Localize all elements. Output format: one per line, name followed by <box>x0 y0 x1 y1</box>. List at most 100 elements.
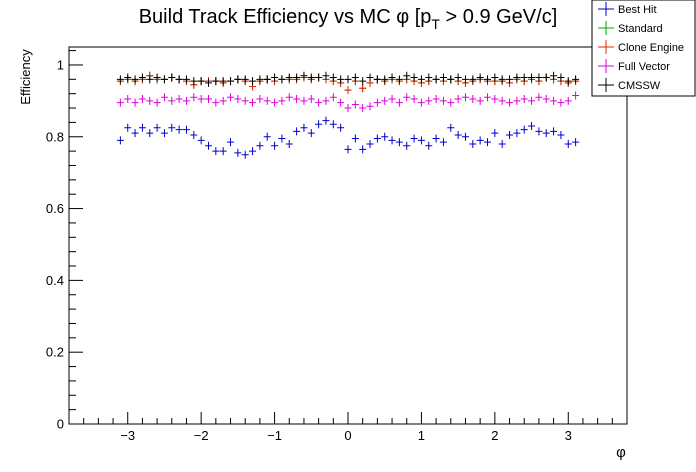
data-point <box>249 147 257 156</box>
legend-label: Standard <box>618 23 663 35</box>
x-axis-label: φ <box>616 444 626 461</box>
x-tick-label: 3 <box>565 428 572 443</box>
data-point <box>513 73 521 82</box>
data-point <box>491 129 499 138</box>
legend-label: Best Hit <box>618 4 657 16</box>
data-point <box>410 95 418 104</box>
data-point <box>234 95 242 104</box>
data-point <box>197 77 205 86</box>
data-point <box>160 129 168 138</box>
data-point <box>447 123 455 132</box>
data-point <box>351 100 359 109</box>
data-point <box>116 75 124 84</box>
data-point <box>197 95 205 104</box>
data-point <box>307 129 315 138</box>
data-point <box>315 98 323 107</box>
data-point <box>395 98 403 107</box>
data-point <box>439 138 447 147</box>
data-point <box>506 130 514 139</box>
data-point <box>506 75 514 84</box>
data-point <box>528 73 536 82</box>
data-point <box>432 75 440 84</box>
data-point <box>300 96 308 105</box>
series-layer <box>116 71 580 159</box>
legend-label: Clone Engine <box>618 42 684 54</box>
data-point <box>227 138 235 147</box>
chart-title-main: Build Track Efficiency vs MC φ [p <box>139 6 432 28</box>
data-point <box>403 71 411 80</box>
data-point <box>484 93 491 102</box>
data-point <box>219 77 227 86</box>
data-point <box>124 123 132 132</box>
data-point <box>285 93 293 102</box>
data-point <box>513 129 521 138</box>
data-point <box>249 77 257 86</box>
data-point <box>491 73 499 82</box>
legend-marker <box>598 78 614 92</box>
data-point <box>454 73 462 82</box>
data-point <box>425 96 433 105</box>
data-point <box>124 73 132 82</box>
data-point <box>542 95 550 104</box>
data-point <box>476 96 484 105</box>
data-point <box>263 75 271 84</box>
data-point <box>146 129 154 138</box>
data-point <box>359 77 367 86</box>
chart-title-tail: > 0.9 GeV/c] <box>440 6 557 28</box>
data-point <box>190 93 198 102</box>
data-point <box>476 136 484 145</box>
data-point <box>190 130 198 139</box>
data-point <box>403 93 411 102</box>
data-point <box>439 73 447 82</box>
data-point <box>454 130 462 139</box>
data-point <box>219 96 227 105</box>
data-point <box>138 123 146 132</box>
data-point <box>315 120 323 129</box>
data-point <box>557 98 565 107</box>
data-point <box>256 95 264 104</box>
data-point <box>293 127 301 136</box>
data-point <box>138 95 146 104</box>
x-tick-label: 0 <box>344 428 351 443</box>
data-point <box>373 98 381 107</box>
data-point <box>227 77 235 86</box>
data-point <box>322 96 330 105</box>
data-point <box>344 86 352 95</box>
data-point <box>175 75 183 84</box>
data-point <box>182 75 190 84</box>
data-point <box>469 75 477 84</box>
legend-label: Full Vector <box>618 61 670 73</box>
data-point <box>322 116 330 125</box>
data-point <box>366 102 374 111</box>
data-point <box>550 71 558 80</box>
data-point <box>256 141 264 150</box>
data-point <box>535 127 543 136</box>
data-point <box>322 71 330 80</box>
data-point <box>498 96 506 105</box>
data-point <box>293 95 301 104</box>
legend-marker <box>598 59 614 73</box>
data-point <box>572 138 580 147</box>
legend-marker <box>598 2 614 16</box>
data-point <box>182 125 190 134</box>
x-tick-label: −2 <box>194 428 209 443</box>
data-point <box>344 104 352 113</box>
data-point <box>205 95 212 104</box>
data-point <box>557 130 565 139</box>
data-point <box>300 71 308 80</box>
data-point <box>461 75 469 84</box>
data-point <box>388 73 396 82</box>
data-point <box>307 95 315 104</box>
legend-label: CMSSW <box>618 80 661 92</box>
data-point <box>432 134 440 143</box>
data-point <box>160 93 168 102</box>
plot-frame <box>68 46 628 425</box>
series-best-hit <box>116 116 580 159</box>
data-point <box>439 96 447 105</box>
data-point <box>168 96 176 105</box>
data-point <box>542 73 550 82</box>
data-point <box>344 75 352 84</box>
data-point <box>572 75 580 84</box>
data-point <box>263 132 271 141</box>
data-point <box>131 98 139 107</box>
